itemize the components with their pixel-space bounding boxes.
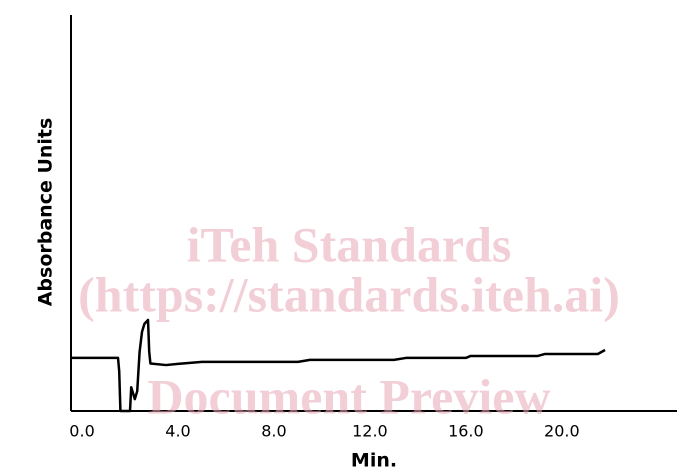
x-axis-label: Min. — [351, 450, 397, 472]
watermark: (https://standards.iteh.ai) — [78, 266, 620, 322]
watermark: Document Preview — [147, 368, 550, 424]
x-tick-label: 20.0 — [544, 422, 580, 441]
x-tick-label: 4.0 — [165, 422, 190, 441]
trace — [71, 318, 606, 413]
x-tick-label: 8.0 — [261, 422, 286, 441]
watermark: iTeh Standards — [187, 216, 512, 272]
x-tick-label: 0.0 — [69, 422, 94, 441]
x-tick-label: 16.0 — [448, 422, 484, 441]
x-tick-label: 12.0 — [352, 422, 388, 441]
y-axis-label: Absorbance Units — [35, 118, 57, 307]
